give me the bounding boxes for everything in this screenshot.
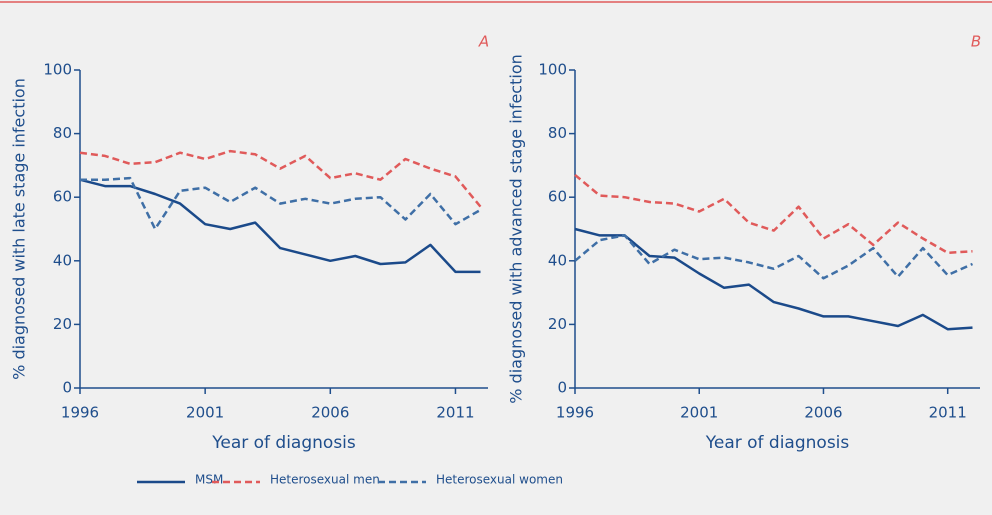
y-tick-label: 40	[53, 251, 72, 269]
panel-label: A	[478, 33, 489, 51]
x-tick-label: 2001	[680, 404, 718, 422]
y-tick-label: 20	[53, 315, 72, 333]
legend-label: MSM	[195, 473, 223, 487]
x-tick-label: 2011	[929, 404, 967, 422]
y-axis-label: % diagnosed with late stage infection	[10, 78, 29, 380]
y-tick-label: 60	[548, 188, 567, 206]
x-tick-label: 2006	[804, 404, 842, 422]
x-tick-label: 2001	[186, 404, 224, 422]
series-line	[79, 149, 482, 208]
x-axis-label: Year of diagnosis	[211, 433, 356, 453]
y-tick-label: 80	[53, 124, 72, 142]
y-tick-label: 20	[548, 315, 567, 333]
series-line	[80, 176, 482, 231]
panel-label: B	[971, 33, 981, 51]
y-tick-label: 60	[53, 188, 72, 206]
x-tick-label: 1996	[556, 404, 594, 422]
y-tick-label: 80	[548, 124, 567, 142]
series-line	[79, 178, 481, 274]
y-tick-label: 0	[62, 379, 72, 397]
series-line	[574, 173, 973, 255]
y-tick-label: 0	[557, 379, 567, 397]
series-line	[574, 234, 974, 280]
legend-label: Heterosexual men	[270, 473, 380, 487]
x-tick-label: 2006	[311, 404, 349, 422]
y-tick-label: 100	[538, 61, 567, 79]
x-tick-label: 2011	[436, 404, 474, 422]
y-tick-label: 40	[548, 251, 567, 269]
x-axis-label: Year of diagnosis	[705, 433, 850, 453]
series-line	[574, 227, 973, 331]
y-axis-label: % diagnosed with advanced stage infectio…	[507, 54, 526, 404]
x-tick-label: 1996	[61, 404, 99, 422]
y-tick-label: 100	[43, 61, 72, 79]
legend-label: Heterosexual women	[436, 473, 563, 487]
